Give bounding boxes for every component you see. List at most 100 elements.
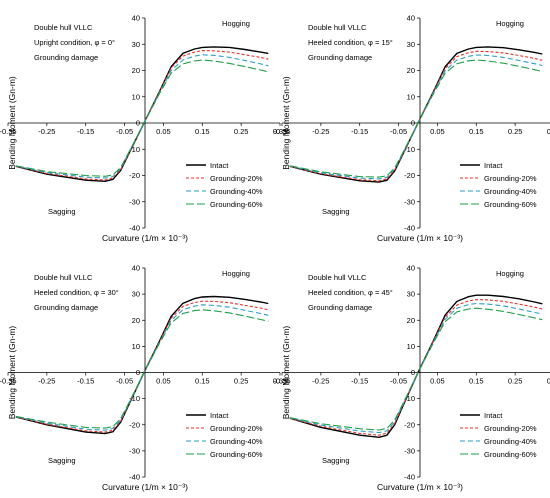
y-tick-label: -20 bbox=[404, 171, 415, 180]
legend-label-1: Intact bbox=[210, 161, 229, 170]
annotation-line-1: Double hull VLLC bbox=[34, 273, 93, 282]
sagging-label: Sagging bbox=[48, 456, 76, 465]
annotation-line-2: Upright condition, φ = 0° bbox=[34, 38, 115, 47]
annotation-line-2: Heeled condition, φ = 30° bbox=[34, 288, 119, 297]
chart-panel-1: -40 -30 -20 -10 0 10 20 30 40 -0.35 -0.25 -0.15 -0.0… bbox=[0, 14, 287, 243]
x-tick-label: -0.05 bbox=[390, 127, 407, 136]
legend-label-3: Grounding-40% bbox=[210, 187, 263, 196]
x-tick-label: 0.25 bbox=[234, 127, 249, 136]
sagging-label: Sagging bbox=[48, 207, 76, 216]
y-tick-label: -10 bbox=[129, 145, 140, 154]
x-tick-label: 0.35 bbox=[547, 127, 550, 136]
x-tick-label: -0.35 bbox=[273, 377, 290, 386]
series-line-1 bbox=[289, 294, 543, 439]
series-line-4 bbox=[15, 59, 269, 177]
x-tick-label: -0.15 bbox=[351, 127, 368, 136]
legend-label-1: Intact bbox=[484, 411, 503, 420]
x-tick-label: 0.35 bbox=[273, 127, 288, 136]
series-line-3 bbox=[289, 302, 543, 434]
x-tick-label: 0.05 bbox=[156, 127, 171, 136]
x-tick-label: -0.25 bbox=[38, 377, 55, 386]
y-tick-label: 30 bbox=[407, 290, 415, 299]
y-tick-label: 30 bbox=[132, 40, 140, 49]
annotation-line-3: Grounding damage bbox=[34, 53, 98, 62]
legend-label-3: Grounding-40% bbox=[484, 437, 537, 446]
y-tick-label: 30 bbox=[132, 290, 140, 299]
annotation-line-1: Double hull VLLC bbox=[308, 23, 367, 32]
y-tick-label: 30 bbox=[407, 40, 415, 49]
legend-label-4: Grounding-60% bbox=[210, 450, 263, 459]
legend-label-4: Grounding-60% bbox=[210, 200, 263, 209]
series-line-3 bbox=[289, 54, 543, 180]
y-tick-label: 0 bbox=[136, 368, 140, 377]
annotation-line-3: Grounding damage bbox=[34, 303, 98, 312]
x-tick-label: -0.05 bbox=[116, 377, 133, 386]
y-tick-label: -30 bbox=[404, 446, 415, 455]
legend-label-3: Grounding-40% bbox=[210, 437, 263, 446]
legend-label-3: Grounding-40% bbox=[484, 187, 537, 196]
sagging-label: Sagging bbox=[322, 456, 350, 465]
series-line-2 bbox=[15, 300, 269, 433]
y-tick-label: 40 bbox=[407, 14, 415, 23]
series-line-4 bbox=[15, 309, 269, 429]
sagging-label: Sagging bbox=[322, 207, 350, 216]
x-tick-label: -0.25 bbox=[38, 127, 55, 136]
y-tick-label: -10 bbox=[404, 394, 415, 403]
x-tick-label: 0.25 bbox=[234, 377, 249, 386]
series-line-2 bbox=[15, 50, 269, 181]
x-axis-label: Curvature (1/m × 10⁻³) bbox=[102, 233, 188, 243]
x-tick-label: -0.15 bbox=[77, 377, 94, 386]
y-tick-label: -40 bbox=[404, 224, 415, 233]
x-tick-label: -0.25 bbox=[312, 377, 329, 386]
legend-label-2: Grounding-20% bbox=[484, 174, 537, 183]
x-tick-label: -0.05 bbox=[116, 127, 133, 136]
y-tick-label: -40 bbox=[129, 473, 140, 482]
annotation-line-2: Heeled condition, φ = 45° bbox=[308, 288, 393, 297]
x-axis-label: Curvature (1/m × 10⁻³) bbox=[377, 482, 463, 492]
y-tick-label: 0 bbox=[136, 119, 140, 128]
hogging-label: Hogging bbox=[222, 269, 250, 278]
series-line-3 bbox=[15, 54, 269, 179]
series-line-2 bbox=[289, 50, 543, 182]
y-axis-label: Bending Moment (Gn-m) bbox=[281, 76, 291, 170]
hogging-label: Hogging bbox=[222, 19, 250, 28]
y-tick-label: -20 bbox=[129, 171, 140, 180]
x-tick-label: -0.35 bbox=[0, 377, 17, 386]
x-tick-label: 0.05 bbox=[430, 127, 445, 136]
y-tick-label: -40 bbox=[404, 473, 415, 482]
y-tick-label: 40 bbox=[407, 264, 415, 273]
y-tick-label: 40 bbox=[132, 264, 140, 273]
series-line-4 bbox=[289, 59, 543, 178]
y-tick-label: 40 bbox=[132, 14, 140, 23]
series-line-1 bbox=[15, 46, 269, 183]
x-tick-label: -0.15 bbox=[77, 127, 94, 136]
x-axis-label: Curvature (1/m × 10⁻³) bbox=[377, 233, 463, 243]
x-tick-label: 0.15 bbox=[469, 127, 484, 136]
legend-label-4: Grounding-60% bbox=[484, 450, 537, 459]
x-tick-label: 0.35 bbox=[547, 377, 550, 386]
y-tick-label: 0 bbox=[411, 368, 415, 377]
x-tick-label: 0.15 bbox=[469, 377, 484, 386]
x-tick-label: 0.25 bbox=[508, 377, 523, 386]
hogging-label: Hogging bbox=[496, 19, 524, 28]
annotation-line-1: Double hull VLLC bbox=[34, 23, 93, 32]
legend-label-1: Intact bbox=[484, 161, 503, 170]
annotation-line-3: Grounding damage bbox=[308, 53, 372, 62]
y-tick-label: -30 bbox=[129, 446, 140, 455]
y-axis-label: Bending Moment (Gn-m) bbox=[7, 326, 17, 420]
hogging-label: Hogging bbox=[496, 269, 524, 278]
legend-label-2: Grounding-20% bbox=[484, 424, 537, 433]
x-tick-label: -0.25 bbox=[312, 127, 329, 136]
legend-label-1: Intact bbox=[210, 411, 229, 420]
y-tick-label: -20 bbox=[404, 420, 415, 429]
annotation-line-3: Grounding damage bbox=[308, 303, 372, 312]
y-tick-label: 10 bbox=[132, 92, 140, 101]
y-tick-label: -10 bbox=[404, 145, 415, 154]
x-tick-label: 0.15 bbox=[195, 377, 210, 386]
series-line-2 bbox=[289, 299, 543, 436]
x-tick-label: -0.15 bbox=[351, 377, 368, 386]
y-axis-label: Bending Moment (Gn-m) bbox=[7, 76, 17, 170]
y-tick-label: -40 bbox=[129, 224, 140, 233]
y-tick-label: 10 bbox=[132, 342, 140, 351]
